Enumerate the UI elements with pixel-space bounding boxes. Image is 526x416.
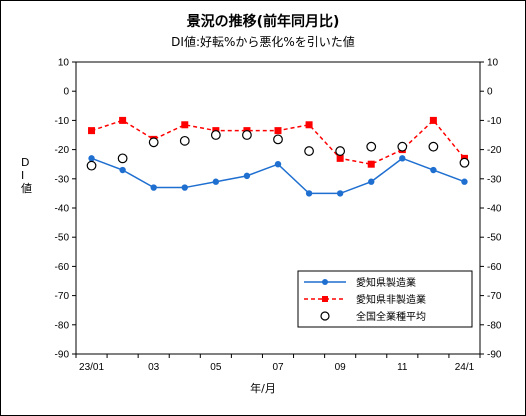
x-axis-label: 年/月	[250, 381, 276, 395]
y-tick-label-left: -90	[55, 350, 70, 361]
series-2-point-7	[304, 146, 314, 156]
series-1-point-6	[274, 127, 282, 135]
x-axis: 23/01 03 05 07 09 11 24/1	[75, 354, 481, 373]
series-layer	[86, 116, 470, 197]
series-2-point-12	[459, 157, 470, 168]
series-0-point-11	[430, 166, 437, 174]
series-1-point-7	[305, 121, 313, 129]
y-tick-label-left: 10	[58, 58, 70, 69]
series-2-point-11	[428, 141, 439, 152]
series-1-point-0	[88, 127, 96, 135]
legend-label-series-0: 愛知県製造業	[356, 276, 416, 289]
y-tick-label-left: -70	[55, 291, 70, 302]
x-tick-label: 11	[397, 362, 408, 373]
legend-marker-series-2	[320, 311, 330, 321]
x-tick-label: 05	[210, 362, 222, 373]
series-0-point-1	[119, 166, 126, 174]
series-2-point-3	[179, 135, 190, 146]
y-tick-label-right: -40	[487, 204, 502, 215]
y-tick-label-right: -30	[487, 174, 502, 185]
series-0-point-3	[181, 184, 188, 191]
series-2-point-9	[366, 141, 377, 152]
series-0-point-10	[399, 155, 406, 162]
y-tick-label-right: -60	[487, 262, 502, 273]
series-1-point-11	[429, 116, 437, 124]
y-axis-label-char: D	[21, 156, 29, 169]
series-2-point-8	[335, 146, 346, 156]
x-tick-label: 23/01	[79, 362, 104, 373]
series-0-point-7	[305, 190, 313, 197]
legend-label-series-2: 全国全業種平均	[356, 310, 426, 323]
series-1-point-1	[119, 116, 127, 124]
y-tick-label-right: -10	[487, 116, 502, 127]
chart-subtitle: DI値:好転%から悪化%を引いた値	[171, 34, 355, 49]
y-tick-label-right: -80	[487, 320, 502, 331]
series-1-point-8	[336, 154, 344, 162]
y-tick-label-left: -40	[55, 204, 70, 215]
y-tick-label-left: -20	[55, 145, 70, 156]
series-0-point-2	[150, 184, 157, 191]
y-tick-label-left: -10	[55, 116, 70, 127]
x-tick-label: 24/1	[455, 362, 475, 373]
series-0-point-4	[212, 178, 220, 185]
y-tick-label-right: 0	[487, 87, 493, 98]
y-axis-label-char: 値	[21, 182, 32, 195]
series-2-point-5	[242, 130, 252, 140]
y-tick-label-left: -30	[55, 174, 70, 185]
series-2-point-2	[148, 137, 159, 148]
legend-label-series-1: 愛知県非製造業	[356, 293, 426, 306]
y-axis-label-char: I	[21, 169, 24, 182]
legend: 愛知県製造業 愛知県非製造業 全国全業種平均	[297, 270, 473, 328]
y-tick-label-left: -80	[55, 320, 70, 331]
series-0-point-6	[274, 161, 282, 168]
series-0-point-8	[336, 190, 344, 197]
y-tick-label-left: -60	[55, 262, 70, 273]
chart-title: 景況の推移(前年同月比)	[187, 13, 340, 30]
series-2-point-0	[86, 160, 97, 171]
legend-marker-series-0	[322, 279, 328, 285]
y-tick-label-right: -20	[487, 145, 502, 156]
y-tick-label-right: -50	[487, 233, 502, 244]
x-tick-label: 03	[148, 362, 160, 373]
y-tick-label-left: -50	[55, 233, 70, 244]
x-tick-label: 07	[272, 362, 284, 373]
y-tick-label-right: -90	[487, 350, 502, 361]
series-2-point-10	[397, 141, 408, 152]
y-tick-label-right: -70	[487, 291, 502, 302]
series-0-point-9	[368, 178, 375, 185]
y-tick-label-left: 0	[63, 87, 69, 98]
series-2-point-4	[210, 130, 221, 140]
series-2-point-1	[117, 153, 128, 164]
series-0-point-12	[461, 178, 468, 185]
series-1-point-3	[181, 121, 189, 129]
y-tick-label-right: 10	[487, 58, 499, 69]
y-axis-right: 10 0 -10 -20 -30 -40 -50 -60 -70 -80 -90	[480, 58, 502, 361]
series-2-point-6	[273, 134, 283, 145]
series-1-point-9	[367, 160, 375, 168]
series-0-point-5	[243, 172, 251, 180]
y-axis-left: 10 0 -10 -20 -30 -40 -50 -60 -70 -80 -90	[55, 58, 76, 361]
series-0-point-0	[88, 155, 95, 162]
legend-marker-series-1	[322, 296, 328, 302]
x-tick-label: 09	[335, 362, 347, 373]
